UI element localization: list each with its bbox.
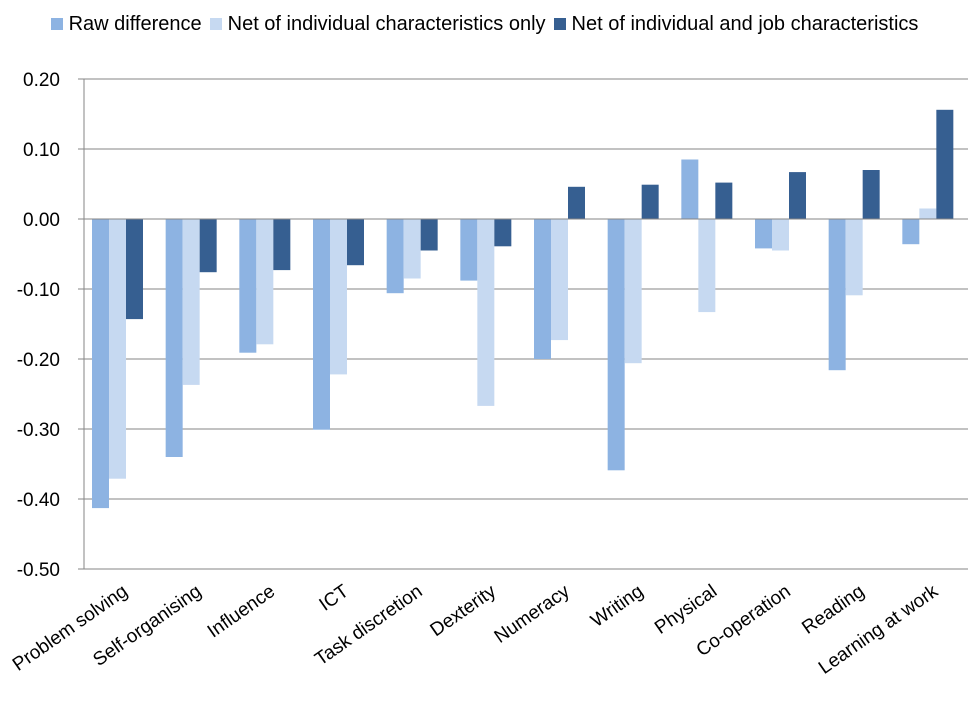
bar	[641, 184, 659, 219]
bar	[919, 208, 937, 219]
bar	[256, 219, 274, 345]
bar	[477, 219, 495, 406]
bar	[199, 219, 217, 273]
x-category-label: Influence	[204, 581, 279, 642]
bar	[420, 219, 438, 251]
y-tick-label: 0.00	[23, 210, 60, 231]
bar	[715, 182, 733, 219]
y-tick-label: -0.40	[17, 490, 60, 511]
y-tick-label: 0.10	[23, 140, 60, 161]
y-axis-tick-labels: 0.20 0.10 0.00 -0.10 -0.20 -0.30 -0.40 -0.50	[17, 70, 60, 581]
x-category-label: Writing	[587, 581, 647, 632]
bar	[772, 219, 789, 251]
y-tick-label: -0.50	[17, 560, 60, 581]
bar	[698, 219, 716, 313]
legend-label-net-individual: Net of individual characteristics only	[227, 12, 546, 35]
bar	[165, 219, 183, 457]
bar	[239, 219, 257, 353]
bar	[551, 219, 568, 341]
y-tick-label: -0.20	[17, 350, 60, 371]
bar	[386, 219, 404, 294]
x-category-label: Numeracy	[491, 581, 574, 648]
x-category-label: ICT	[316, 581, 353, 616]
bar	[607, 219, 625, 471]
bar	[313, 219, 330, 430]
bar	[845, 219, 863, 296]
bar	[403, 219, 421, 279]
legend-swatch-raw-difference	[50, 18, 63, 30]
bar	[828, 219, 846, 371]
x-category-label: Dexterity	[427, 581, 501, 641]
bar	[494, 219, 512, 247]
bar	[624, 219, 642, 364]
bar	[568, 186, 585, 219]
legend-item-raw-difference: Raw difference	[50, 12, 202, 36]
bar	[273, 219, 291, 271]
legend-item-net-individual-job: Net of individual and job characteristic…	[553, 12, 919, 36]
bar	[862, 170, 880, 219]
y-tick-label: -0.10	[17, 280, 60, 301]
bar	[936, 109, 954, 219]
legend-label-net-individual-job: Net of individual and job characteristic…	[571, 12, 919, 35]
legend-swatch-net-individual	[209, 18, 222, 30]
legend-label-raw-difference: Raw difference	[68, 12, 202, 35]
axes	[78, 78, 968, 570]
bar	[681, 159, 699, 219]
x-category-label: Physical	[651, 581, 721, 639]
x-category-label: Reading	[798, 581, 868, 639]
y-tick-label: -0.30	[17, 420, 60, 441]
bar	[460, 219, 478, 281]
y-tick-label: 0.20	[23, 70, 60, 91]
bar	[182, 219, 200, 385]
bar	[534, 219, 551, 359]
bar	[347, 219, 364, 266]
legend: Raw difference Net of individual charact…	[0, 10, 969, 38]
legend-swatch-net-individual-job	[553, 18, 566, 30]
bar	[755, 219, 772, 249]
bar	[789, 172, 806, 219]
bars	[92, 109, 954, 509]
bar	[109, 219, 126, 479]
bar	[330, 219, 347, 375]
bar	[92, 219, 109, 509]
legend-item-net-individual: Net of individual characteristics only	[209, 12, 546, 36]
bar	[126, 219, 143, 320]
bar	[902, 219, 920, 245]
